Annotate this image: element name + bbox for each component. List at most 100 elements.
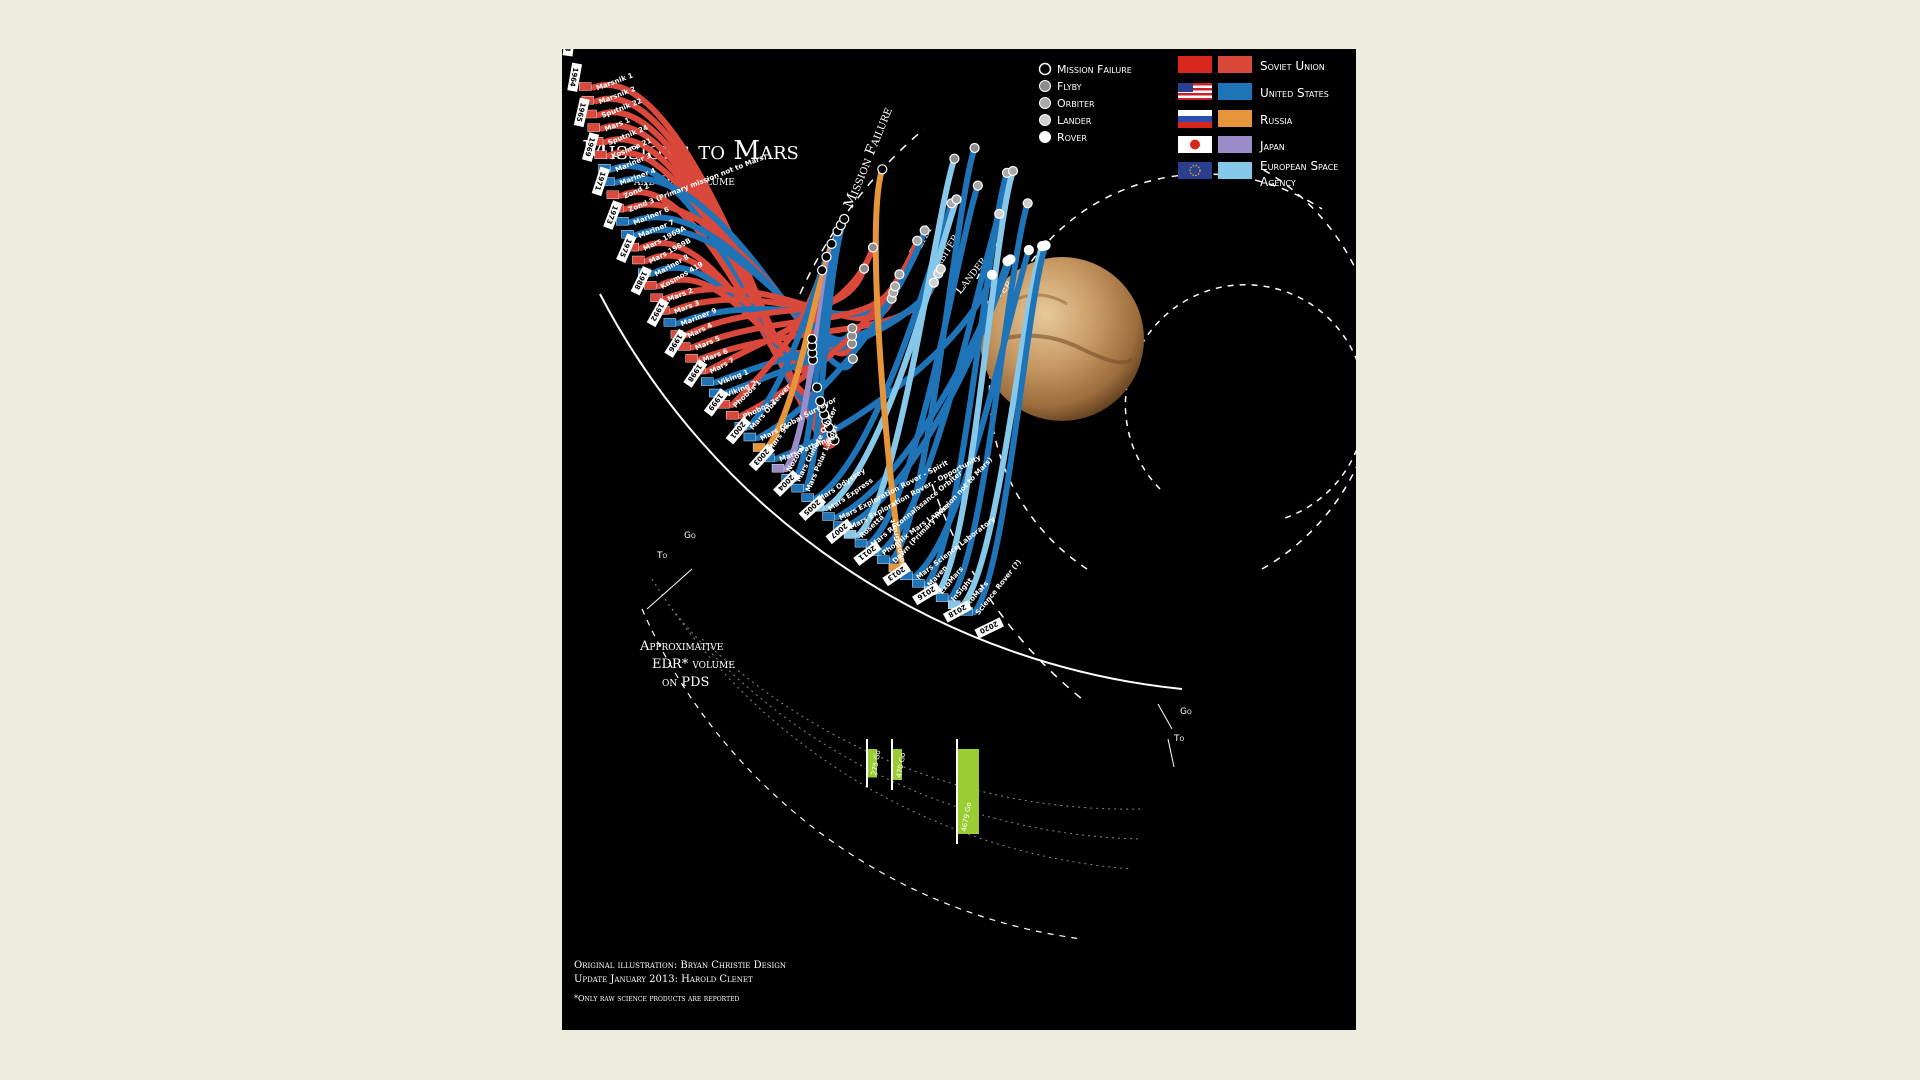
mission-flag-icon (685, 354, 698, 363)
credit-footnote: *Only raw science products are reported (574, 994, 739, 1003)
mission-curve (911, 247, 1032, 580)
mission-flag-icon (822, 512, 835, 521)
year-label: 1975 (618, 237, 633, 258)
flyby-ring (976, 238, 1001, 280)
mission-curve (866, 182, 981, 548)
year-box (630, 265, 652, 296)
to-marker-right (1167, 738, 1175, 768)
mission-flag-icon (587, 123, 600, 132)
mission-curve (681, 265, 868, 339)
lander-ring (1124, 283, 1356, 520)
mission-flag-icon (912, 579, 925, 588)
legend-lander-label: Lander (1057, 114, 1092, 127)
year-label: 1964 (568, 67, 579, 88)
mission-outcome-dot (912, 235, 923, 246)
volume-bars: 275 Go 470 Go 4679 Go (866, 739, 979, 844)
to-label-right: To (1173, 734, 1184, 744)
esa-label-line2: Agency (1260, 175, 1296, 189)
year-box (664, 328, 688, 358)
mission-curve (959, 243, 1046, 609)
mission-curve (888, 145, 978, 564)
mission-outcome-dot (839, 213, 850, 225)
year-box (882, 562, 912, 587)
mission-flag-icon (663, 318, 677, 327)
mission-flag-icon (700, 377, 714, 386)
go-marker-right (1157, 703, 1173, 730)
agency-legend: Soviet Union United States Russia (1178, 56, 1338, 189)
mission-outcome-dot (928, 277, 939, 288)
mission-outcome-dot (847, 323, 858, 334)
year-box (825, 518, 854, 545)
mission-curve (823, 196, 960, 512)
mission-flag-icon (877, 555, 890, 564)
volume-bar-group: 275 Go (866, 739, 882, 788)
go-label-left: Go (684, 531, 696, 541)
esa-color-swatch (1218, 162, 1252, 179)
mission-outcome-dot (1040, 240, 1051, 251)
russia-label: Russia (1260, 113, 1293, 127)
mission-flag-icon (644, 281, 657, 290)
year-tick: 1964 (567, 62, 583, 92)
mission-outcome-dot (969, 142, 980, 154)
year-box (703, 388, 729, 417)
legend-failure-label: Mission Failure (1057, 63, 1132, 76)
legend-flyby-label: Flyby (1057, 80, 1082, 93)
volume-guide-2 (671, 608, 1143, 840)
mission-outcome-dot (951, 194, 962, 205)
year-box (683, 358, 708, 388)
soviet-label: Soviet Union (1260, 59, 1325, 73)
mission-outcome-dot (877, 164, 888, 175)
us-flag-icon (1178, 83, 1212, 100)
mission-flag-icon (632, 255, 645, 265)
volume-bar (867, 749, 877, 778)
infographic-poster: Missions to Mars and Data volume Mission… (562, 49, 1356, 1030)
mission-flag-icon (606, 190, 620, 200)
year-label: 1963 (563, 49, 573, 52)
mission-curve (812, 200, 955, 502)
mission-outcome-dot (935, 263, 946, 275)
year-box (773, 469, 800, 497)
year-box (974, 617, 1005, 639)
year-tick: 1973 (603, 200, 623, 230)
legend-lander-icon (1039, 114, 1051, 126)
failure-ring-upper (799, 128, 925, 295)
to-label-left: To (656, 551, 667, 561)
mission-outcome-dot (890, 281, 901, 292)
year-label: 1971 (593, 170, 607, 191)
outcome-legend: Mission Failure Flyby Orbiter Lander Rov… (1038, 62, 1132, 144)
mission-flag-icon (935, 593, 949, 602)
mission-curve (802, 216, 848, 493)
mission-outcome-dot (894, 269, 905, 280)
mission-outcome-dot (867, 242, 879, 253)
mars-feature (1016, 293, 1068, 306)
year-tick: 1963 (562, 49, 577, 57)
year-tick: 1988 (630, 265, 652, 296)
year-tick: 2020 (974, 617, 1005, 639)
mission-outcome-dot (821, 251, 832, 262)
outer-ring-right (1261, 168, 1356, 570)
mission-outcome-dot (859, 263, 870, 274)
mission-outcome-dot (1022, 198, 1033, 209)
mission-flag-icon (771, 464, 785, 473)
mission-curves (590, 82, 1049, 616)
japan-color-swatch (1218, 136, 1252, 153)
mission-flag-icon (579, 82, 592, 91)
year-box (573, 97, 590, 128)
year-box (646, 297, 670, 328)
year-box (942, 600, 973, 623)
volume-label-line2: EDR* volume (652, 657, 735, 672)
mission-outcome-dot (949, 153, 960, 164)
year-box (798, 494, 827, 522)
legend-orbiter-label: Orbiter (1057, 97, 1095, 110)
mission-outcome-dot (815, 396, 826, 407)
legend-rover-label: Rover (1057, 131, 1087, 144)
volume-bar (957, 749, 979, 834)
mission-flag-icon (843, 530, 857, 539)
mission-flag-icon (594, 150, 607, 159)
mission-flag-icon (801, 493, 814, 502)
mission-curve (947, 200, 1031, 602)
year-box (567, 62, 583, 92)
mission-outcome-dot (986, 269, 998, 280)
year-box (562, 49, 577, 57)
mission-flag-icon (650, 293, 663, 303)
